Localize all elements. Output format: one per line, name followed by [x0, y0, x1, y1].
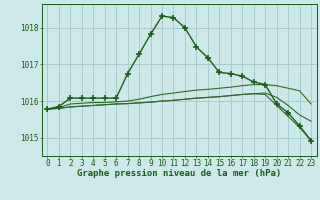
X-axis label: Graphe pression niveau de la mer (hPa): Graphe pression niveau de la mer (hPa)	[77, 169, 281, 178]
